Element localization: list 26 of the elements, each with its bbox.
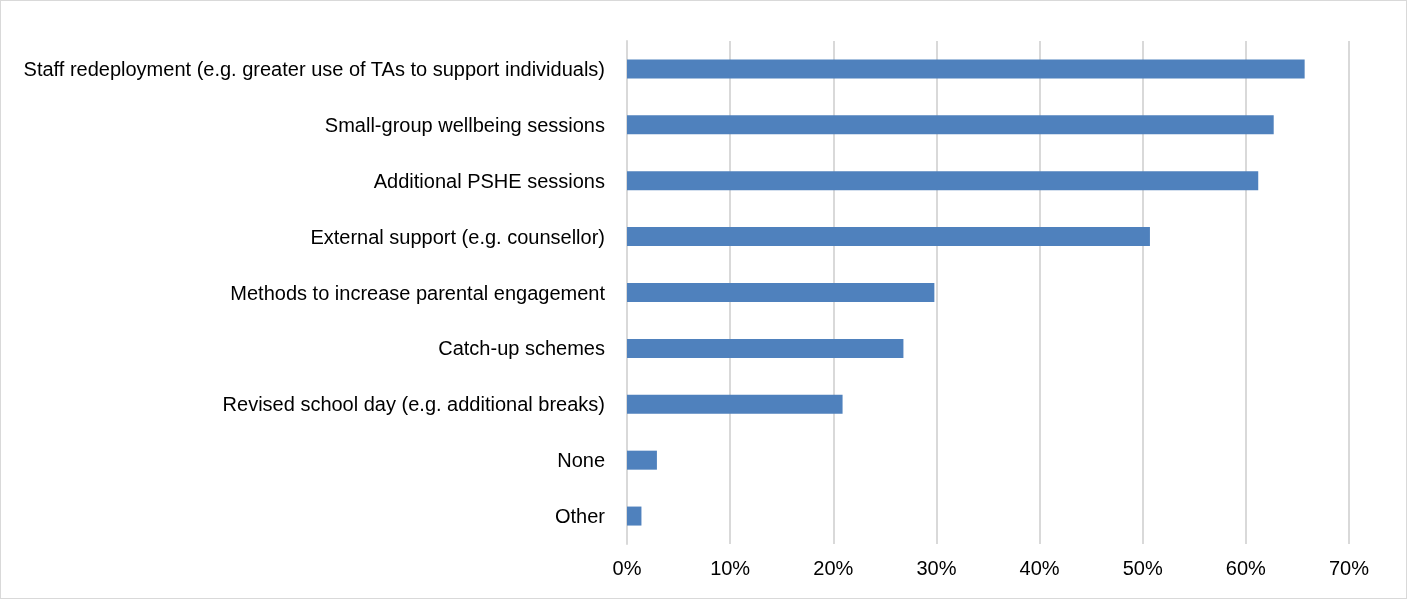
y-tick-label: Additional PSHE sessions — [373, 169, 605, 192]
bar — [627, 450, 657, 470]
x-tick-label: 30% — [916, 557, 957, 579]
x-tick-label: 20% — [813, 557, 854, 579]
y-tick-label: Staff redeployment (e.g. greater use of TAs to support individuals) — [23, 57, 605, 80]
bar — [627, 506, 642, 526]
bar — [627, 338, 904, 358]
x-tick-label: 40% — [1019, 557, 1060, 579]
x-tick-label: 10% — [710, 557, 751, 579]
x-tick-label: 60% — [1225, 557, 1267, 579]
bar — [627, 283, 935, 302]
y-tick-label: Other — [554, 505, 606, 528]
y-tick-label: None — [557, 449, 605, 472]
bar — [627, 115, 1274, 135]
y-tick-label: External support (e.g. counsellor) — [310, 225, 605, 248]
x-tick-label: 70% — [1328, 557, 1370, 579]
y-tick-label: Catch-up schemes — [438, 337, 605, 360]
x-tick-label: 50% — [1122, 557, 1163, 579]
bar — [627, 227, 1150, 247]
x-tick-label: 0% — [612, 557, 642, 579]
y-tick-label: Small-group wellbeing sessions — [324, 113, 605, 136]
y-tick-label: Methods to increase parental engagement — [230, 281, 606, 304]
bar — [627, 394, 843, 414]
bar — [627, 171, 1259, 191]
bar — [627, 59, 1305, 79]
y-tick-label: Revised school day (e.g. additional breaks) — [222, 393, 605, 416]
